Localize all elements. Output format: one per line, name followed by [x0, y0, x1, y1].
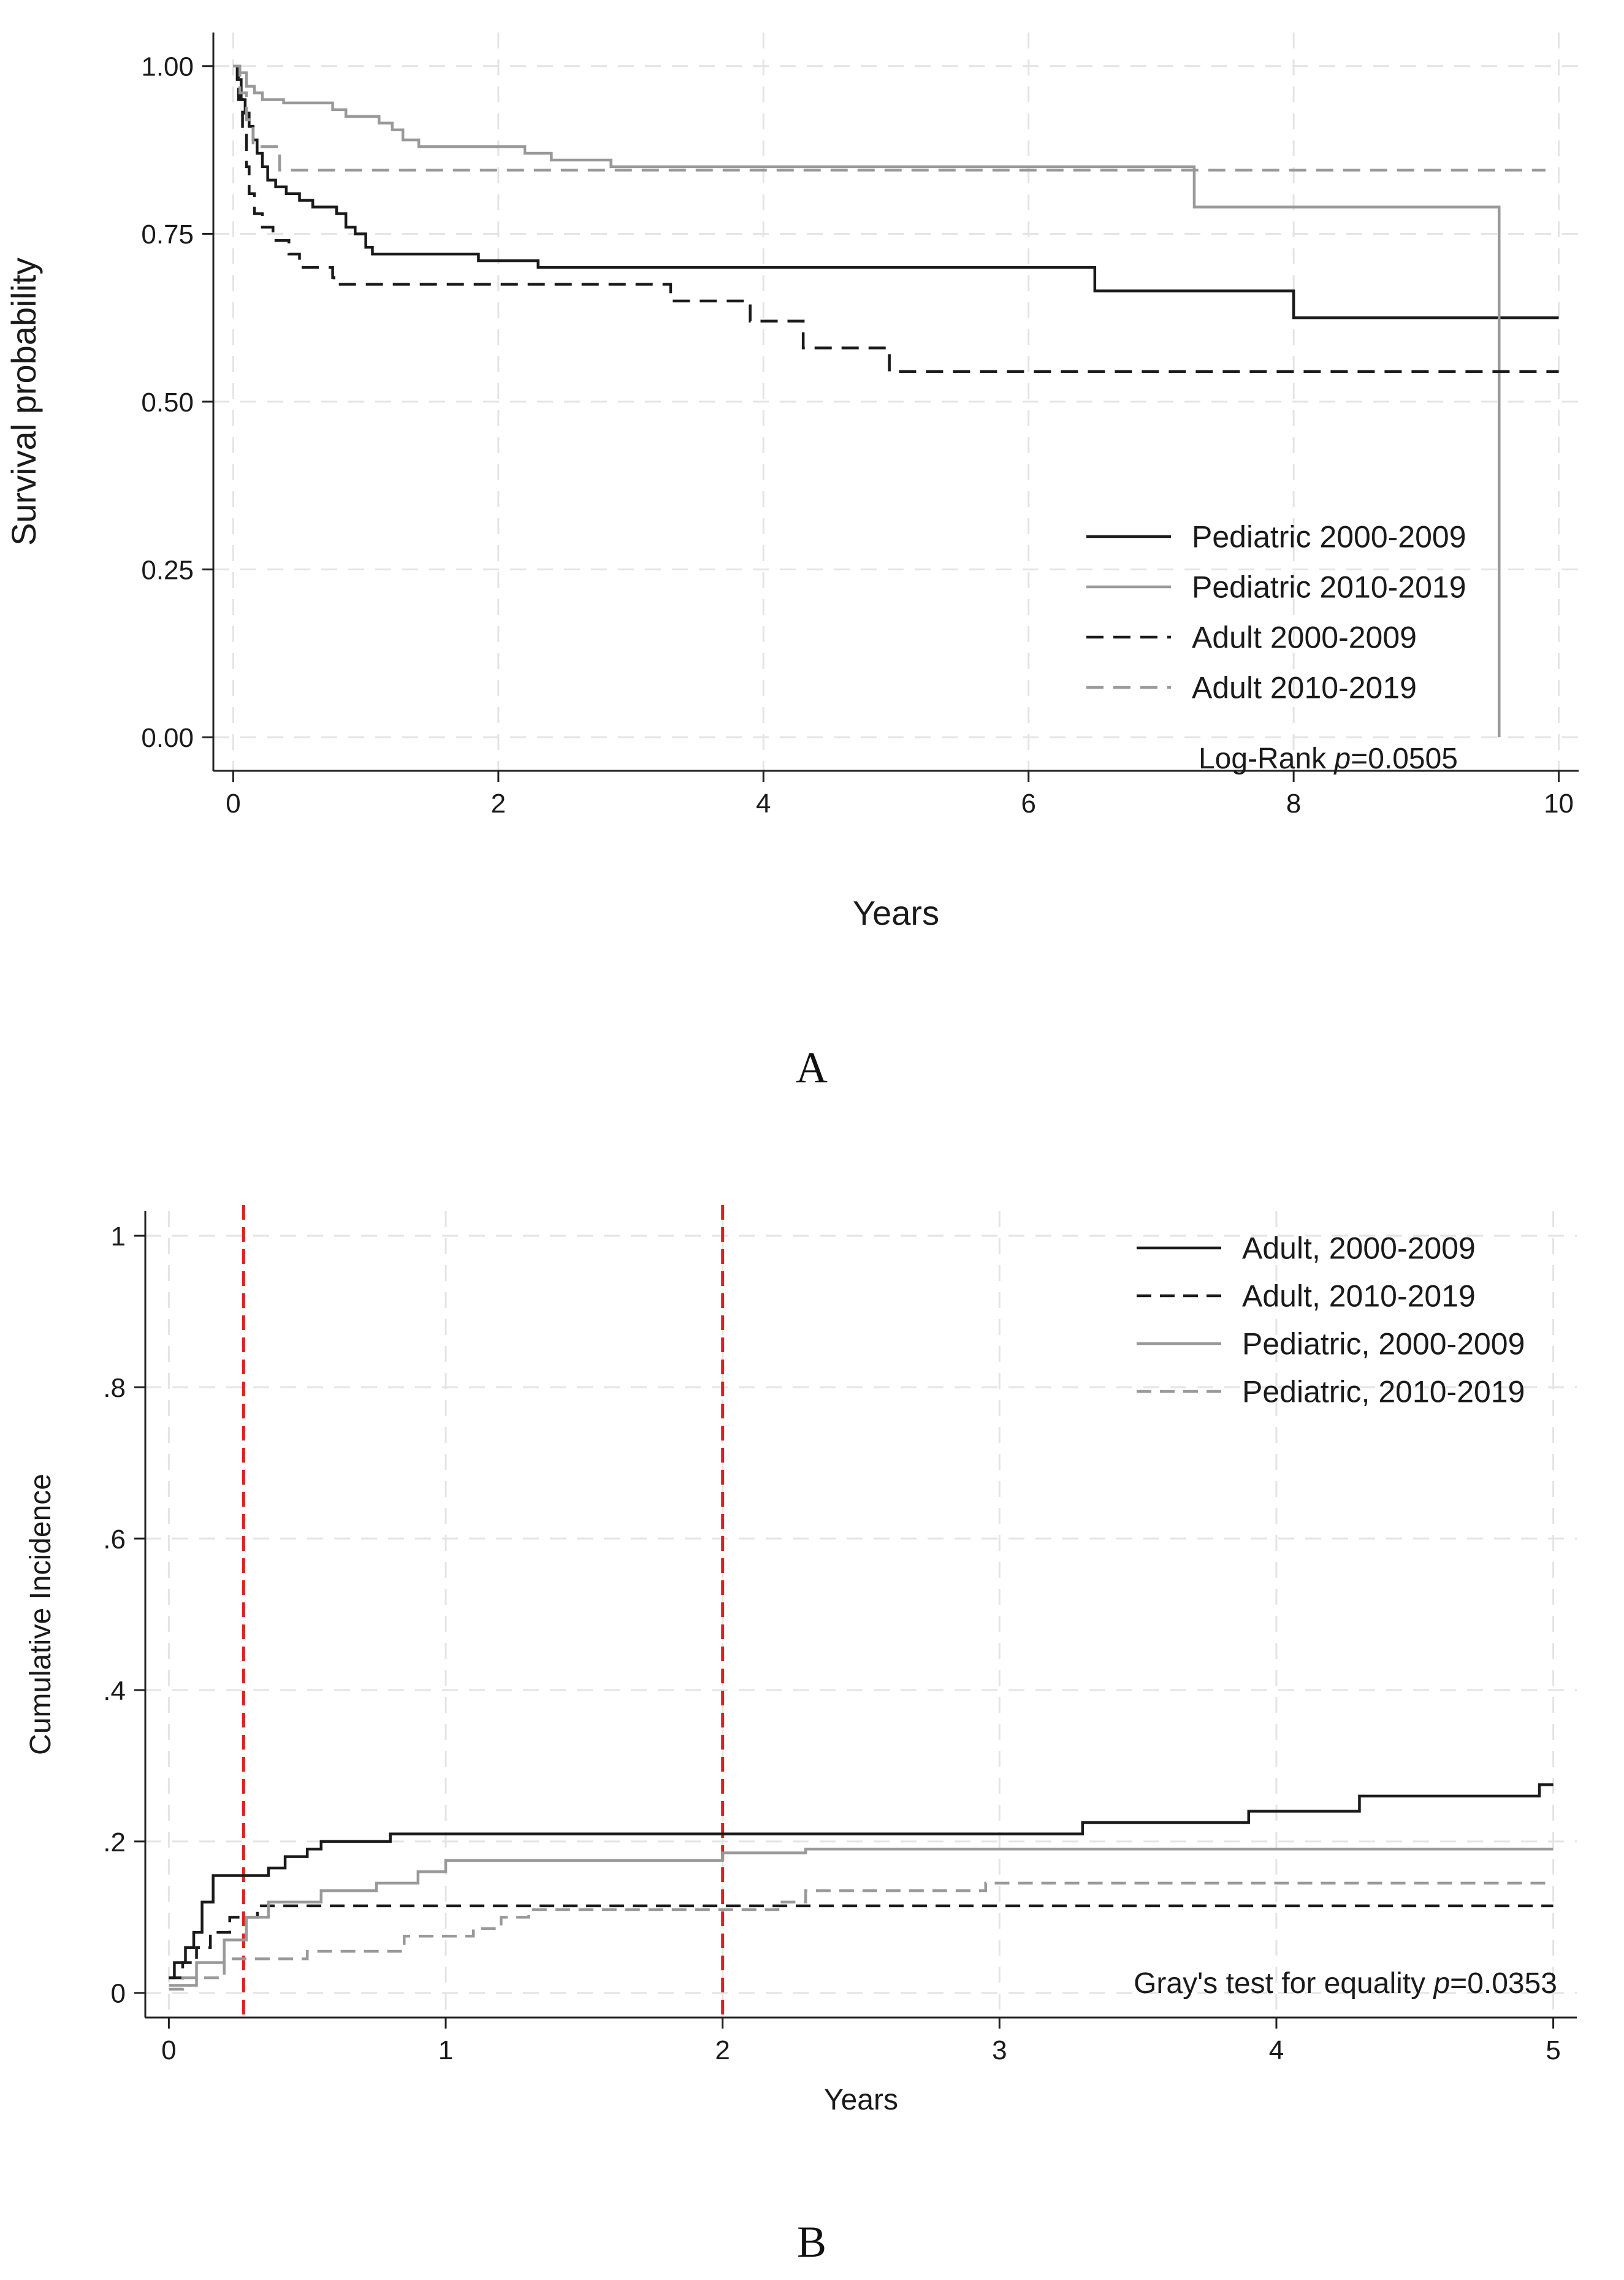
annotation-value: =0.0353: [1450, 1967, 1557, 2000]
test-annotation: Log-Rank p=0.0505: [1199, 743, 1458, 775]
legend-label-pediatric-2010-2019: Pediatric 2010-2019: [1192, 570, 1466, 605]
legend-label-adult-2010-2019: Adult 2010-2019: [1192, 671, 1417, 705]
y-tick-label: .6: [103, 1524, 126, 1555]
series-line-pediatric-2000-2009: [233, 64, 1559, 319]
y-tick-label: 0.25: [141, 555, 194, 585]
y-tick-label: 1: [111, 1222, 126, 1252]
x-axis-title: Years: [824, 2084, 898, 2116]
x-tick-label: 4: [756, 789, 771, 819]
x-tick-label: 0: [226, 789, 240, 819]
series-line-adult-2010-2019: [233, 64, 1546, 172]
survival-chart-panel: 0.00 0.25 0.50 0.75 1.00 0 2 4 6 8 10 Years Survival…: [4, 33, 1579, 932]
x-tick-label: 2: [491, 789, 506, 819]
x-tick-label: 8: [1286, 789, 1301, 819]
legend-label-adult-2010-2019: Adult, 2010-2019: [1242, 1279, 1476, 1314]
legend-label-adult-2000-2009: Adult, 2000-2009: [1242, 1231, 1476, 1266]
x-tick-label: 3: [992, 2035, 1007, 2065]
legend-label-pediatric-2000-2009: Pediatric, 2000-2009: [1242, 1327, 1525, 1361]
series-line-pediatric-2010-2019: [233, 64, 1501, 738]
series-line-pediatric-2000-2009: [169, 1848, 1553, 1987]
y-axis-title: Survival probability: [4, 258, 43, 546]
y-tick-label: .4: [103, 1676, 126, 1706]
legend-label-adult-2000-2009: Adult 2000-2009: [1192, 621, 1417, 655]
y-tick-label: 0.75: [141, 220, 194, 250]
legend-label-pediatric-2010-2019: Pediatric, 2010-2019: [1242, 1375, 1525, 1409]
cumulative-incidence-chart-panel: 0 .2 .4 .6 .8 1 0 1 2 3 4 5 Years Cumulative Incidenc…: [25, 1205, 1577, 2116]
x-tick-label: 0: [161, 2035, 176, 2065]
y-tick-label: 0.50: [141, 388, 194, 418]
annotation-p: p: [1333, 743, 1351, 775]
series-line-adult-2000-2009: [233, 64, 1559, 373]
annotation-prefix: Gray's test for equality: [1134, 1967, 1433, 2000]
x-tick-label: 1: [438, 2035, 453, 2065]
panel-label-b: B: [796, 2217, 827, 2267]
x-tick-label: 6: [1021, 789, 1035, 819]
x-axis-title: Years: [853, 893, 939, 932]
annotation-prefix: Log-Rank: [1199, 743, 1334, 775]
y-tick-label: 0.00: [141, 723, 194, 753]
annotation-p: p: [1432, 1967, 1450, 2000]
x-tick-label: 10: [1544, 789, 1574, 819]
y-axis-title: Cumulative Incidence: [25, 1474, 57, 1755]
series-line-pediatric-2010-2019: [169, 1881, 1553, 1991]
series-line-adult-2000-2009: [169, 1783, 1553, 1980]
x-tick-label: 2: [715, 2035, 730, 2065]
y-tick-label: .2: [103, 1827, 126, 1857]
y-tick-label: 0: [111, 1979, 126, 2009]
x-tick-label: 4: [1269, 2035, 1284, 2065]
series-line-adult-2010-2019: [169, 1904, 1553, 1980]
x-tick-label: 5: [1546, 2035, 1560, 2065]
annotation-value: =0.0505: [1351, 743, 1458, 775]
legend-label-pediatric-2000-2009: Pediatric 2000-2009: [1192, 520, 1466, 554]
y-tick-label: .8: [103, 1373, 126, 1403]
test-annotation: Gray's test for equality p=0.0353: [1134, 1967, 1557, 2000]
panel-label-a: A: [796, 1043, 828, 1092]
y-tick-label: 1.00: [141, 52, 194, 82]
